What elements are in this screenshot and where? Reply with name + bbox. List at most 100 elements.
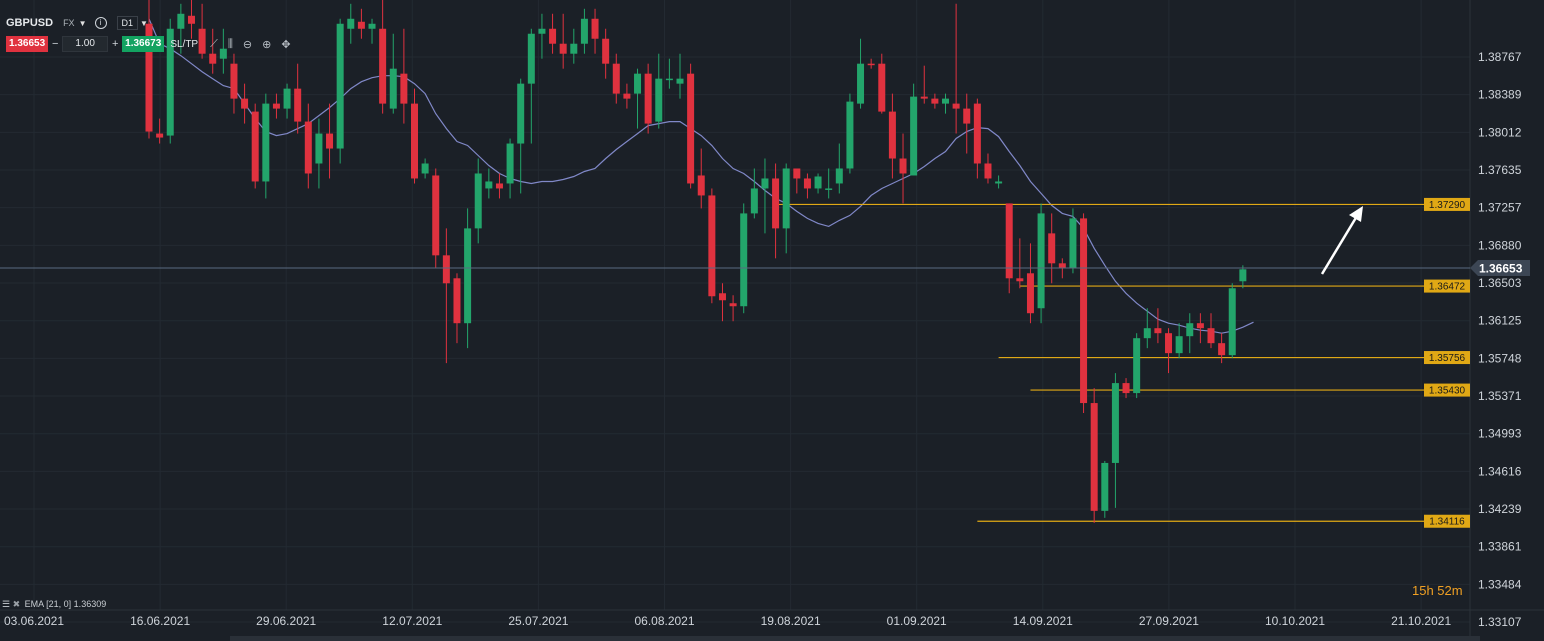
candle-body (1111, 383, 1119, 463)
candle-body (379, 28, 387, 104)
candle-body (262, 103, 270, 182)
x-tick-label: 21.10.2021 (1391, 614, 1451, 628)
candle-body (432, 175, 440, 256)
candle-body (527, 33, 535, 84)
level-tag[interactable] (1424, 351, 1470, 365)
candle-body (209, 53, 217, 64)
candle-body (580, 18, 588, 44)
line-chart-icon[interactable]: ⟋ (210, 37, 218, 50)
timeframe-chevron-down-icon[interactable]: ▼ (140, 18, 148, 28)
buy-button[interactable]: 1.36673 (122, 36, 165, 52)
candle-body (453, 278, 461, 324)
y-tick-label: 1.37257 (1478, 201, 1522, 215)
x-tick-label: 19.08.2021 (761, 614, 821, 628)
candle-body (1122, 383, 1130, 394)
candle-body (708, 195, 716, 297)
candle-body (1165, 333, 1173, 354)
candle-body (846, 101, 854, 169)
ema-indicator-label[interactable]: ☰ ✖ EMA [21, 0] 1.36309 (2, 599, 106, 610)
candle-body (655, 78, 663, 122)
candle-body (825, 188, 833, 190)
candle-body (1207, 328, 1215, 344)
candle-body (1228, 288, 1236, 356)
candle-body (687, 73, 695, 184)
sltp-button[interactable]: SL/TP (170, 38, 199, 50)
candle-body (899, 158, 907, 174)
candle-body (368, 23, 376, 29)
candle-body (198, 28, 206, 54)
current-price: 1.36653 (0, 260, 1530, 277)
candle-body (166, 28, 174, 136)
zoom-in-icon[interactable]: ⊕ (262, 38, 272, 51)
candle-body (230, 63, 238, 99)
move-icon[interactable]: ✥ (281, 38, 291, 51)
candle-body (1048, 233, 1056, 264)
candle-body (995, 181, 1003, 184)
level-label: 1.35756 (1429, 353, 1466, 364)
candle-body (612, 63, 620, 94)
zoom-out-icon[interactable]: ⊖ (242, 38, 253, 51)
y-tick-label: 1.33107 (1478, 615, 1522, 629)
x-tick-label: 06.08.2021 (634, 614, 694, 628)
symbol-label[interactable]: GBPUSD (6, 17, 54, 29)
timeframe-select[interactable]: D1 (116, 16, 139, 30)
candle-body (495, 183, 503, 189)
y-tick-label: 1.36880 (1478, 238, 1522, 252)
candle-body (697, 175, 705, 196)
level-tag[interactable] (1424, 197, 1470, 211)
candle-body (570, 43, 578, 54)
candle-body (814, 176, 822, 189)
x-tick-label: 01.09.2021 (887, 614, 947, 628)
candle-body (411, 103, 418, 179)
y-tick-label: 1.37635 (1478, 163, 1522, 177)
trend-arrow (1320, 206, 1363, 275)
candle-body (1186, 323, 1194, 337)
candle-body (145, 23, 153, 132)
market-label: FX (63, 18, 75, 28)
candle-body (878, 63, 886, 112)
x-axis: 03.06.2021 16.06.2021 29.06.2021 12.07.2021… (4, 614, 1480, 641)
candle-body (251, 111, 259, 182)
increase-quantity-button[interactable]: + (111, 38, 119, 50)
candle-body (963, 108, 971, 124)
info-icon[interactable]: i (94, 17, 107, 29)
candle-body (835, 168, 843, 184)
candle-body (1005, 203, 1013, 279)
candle-body (1069, 218, 1077, 269)
y-axis: 1.38767 1.38389 1.38012 1.37635 1.37257 1.368… (1478, 50, 1522, 629)
candle-body (506, 143, 514, 184)
candle-body (474, 173, 482, 229)
toolbar-row-instrument: GBPUSD FX ▼ i D1 ▼ (6, 14, 156, 32)
candle-body (400, 73, 408, 104)
chevron-down-icon[interactable]: ▼ (78, 18, 87, 28)
horizontal-scrollbar[interactable] (230, 636, 1480, 641)
remove-indicator-icon[interactable]: ✖ (12, 599, 21, 609)
current-price-tag (1470, 260, 1530, 277)
candle-body (336, 23, 344, 149)
level-tag[interactable] (1424, 383, 1470, 397)
candle-body (952, 103, 960, 109)
indicator-menu-icon[interactable]: ☰ (2, 599, 11, 609)
level-label: 1.35430 (1429, 386, 1466, 397)
indicators-icon[interactable]: ⫼ (227, 37, 233, 50)
decrease-quantity-button[interactable]: − (51, 38, 59, 50)
candle-body (602, 38, 610, 64)
y-tick-label: 1.38012 (1478, 125, 1522, 139)
candle-body (740, 213, 748, 307)
level-tag[interactable] (1424, 279, 1470, 293)
candle-body (1175, 336, 1183, 354)
sell-button[interactable]: 1.36653 (6, 36, 49, 52)
y-tick-label: 1.36125 (1478, 314, 1522, 328)
level-tag[interactable] (1424, 514, 1470, 528)
candle-body (538, 28, 546, 34)
y-tick-label: 1.34993 (1478, 427, 1522, 441)
candle-body (517, 83, 525, 144)
level-lines: 1.37290 1.36472 1.35756 1.35430 1.34116 (775, 197, 1470, 528)
candle-body (1143, 328, 1151, 339)
candle-body (156, 133, 164, 138)
candle-body (1196, 323, 1204, 329)
ema-label-text: EMA [21, 0] 1.36309 (24, 599, 107, 609)
quantity-input[interactable]: 1.00 (62, 36, 109, 52)
